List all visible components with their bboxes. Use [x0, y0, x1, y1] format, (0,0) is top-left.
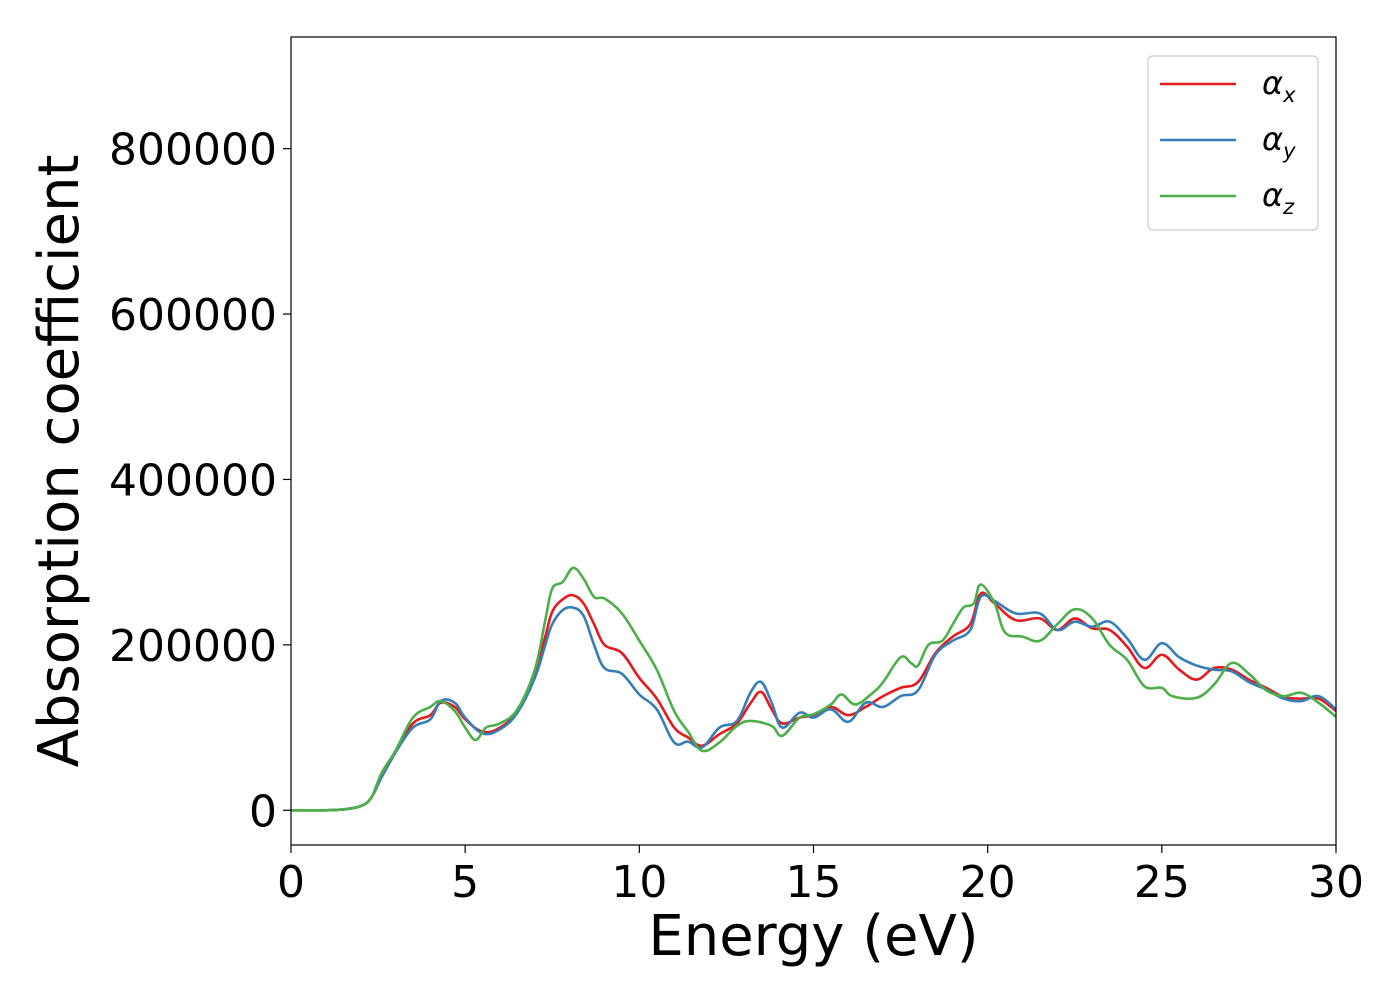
- x-tick-label: 0: [277, 857, 305, 908]
- series-line-z: [291, 566, 1336, 812]
- y-tick-label: 400000: [109, 455, 277, 506]
- y-tick-label: 200000: [109, 621, 277, 672]
- y-axis-label: Absorption coefficient: [27, 155, 92, 768]
- x-tick-label: 30: [1308, 857, 1364, 908]
- x-axis-label: Energy (eV): [648, 904, 978, 969]
- series-layer: [291, 566, 1336, 812]
- x-tick-label: 10: [611, 857, 667, 908]
- series-line-x: [291, 591, 1336, 812]
- legend-label-z: αz: [1262, 176, 1295, 219]
- legend-label-x: αx: [1262, 64, 1296, 107]
- y-tick-label: 600000: [109, 290, 277, 341]
- legend-label-y: αy: [1262, 120, 1296, 163]
- y-tick-label: 0: [249, 786, 277, 837]
- x-tick-label: 5: [451, 857, 479, 908]
- x-tick-label: 15: [786, 857, 842, 908]
- legend: αx αy αz: [1147, 55, 1319, 231]
- x-tick-label: 20: [960, 857, 1016, 908]
- x-tick-label: 25: [1134, 857, 1190, 908]
- legend-box: [1147, 55, 1319, 231]
- y-tick-label: 800000: [109, 125, 277, 176]
- axes-layer: 0 5 10 15 20 25 30 0 200000 400000 600000 800000: [109, 36, 1364, 908]
- series-line-y: [291, 593, 1336, 812]
